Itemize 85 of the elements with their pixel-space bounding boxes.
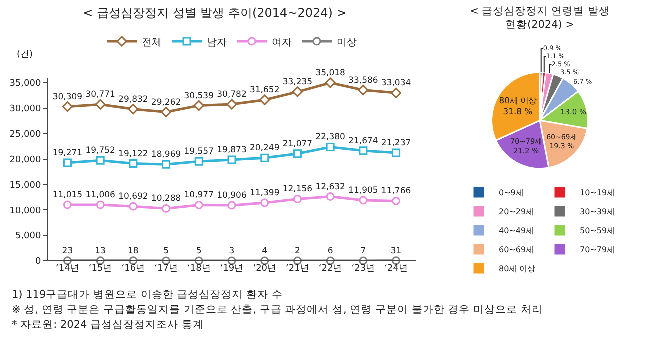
data-label: 21,674 (348, 136, 378, 146)
data-label: 33,235 (282, 78, 313, 88)
legend-label: 50~59세 (580, 226, 616, 236)
y-tick-label: 20,000 (10, 155, 42, 166)
data-label: 13 (95, 246, 106, 256)
legend-label: 전체 (142, 37, 162, 48)
y-tick-label: 10,000 (10, 206, 42, 216)
data-label: 21,237 (381, 138, 412, 149)
data-label: 22,380 (316, 132, 346, 143)
data-label: 11,905 (348, 186, 378, 196)
data-label: 2 (295, 246, 300, 256)
legend-label: 70~79세 (580, 246, 616, 255)
x-tick-label: ‘16년 (122, 264, 146, 274)
data-label: 21,077 (282, 139, 313, 150)
legend-label: 0~9세 (499, 188, 524, 198)
data-label: 19,752 (86, 146, 116, 156)
legend-label: 미상 (337, 37, 357, 48)
data-label: 23 (62, 246, 74, 256)
data-label: 29,832 (118, 94, 148, 105)
data-label: 7 (360, 246, 366, 256)
y-tick-label: 5,000 (15, 232, 42, 242)
x-tick-label: ‘17년 (154, 264, 178, 274)
data-label: 35,018 (316, 68, 346, 78)
data-label: 5 (196, 246, 202, 256)
data-label: 33,586 (348, 76, 378, 86)
data-label: 4 (262, 246, 268, 256)
text: ※ 성, 연령 구분은 구급활동일지를 기준으로 산출, 구급 과정에서 성, 연령 구분이 불가한 경우 미상으로 처리 (12, 303, 544, 318)
x-tick-label: ‘14년 (56, 264, 80, 274)
x-tick-label: ‘15년 (88, 264, 112, 274)
data-label: 18,969 (151, 150, 182, 160)
y-tick-label: 25,000 (10, 130, 42, 140)
data-label: 30,309 (52, 92, 83, 102)
data-label: 10,977 (184, 190, 214, 201)
y-tick-label: 30,000 (10, 104, 42, 115)
data-label: 19,873 (217, 145, 247, 156)
data-label: 12,156 (282, 184, 313, 195)
legend-label: 40~49세 (499, 226, 534, 236)
x-tick-label: ‘18년 (187, 264, 211, 274)
data-label: 5 (164, 246, 169, 256)
legend-label: 20~29세 (499, 208, 534, 217)
data-label: 19,271 (52, 148, 83, 159)
legend-label: 80세 이상 (499, 264, 536, 274)
data-label: 30,539 (184, 91, 214, 102)
x-tick-label: ‘22년 (318, 264, 342, 274)
legend-label: 60~69세 (499, 246, 534, 255)
x-tick-label: ‘21년 (286, 264, 310, 274)
data-label: 11,399 (250, 188, 280, 199)
data-label: 20,249 (250, 144, 280, 154)
data-label: 10,906 (217, 191, 247, 202)
x-tick-label: ‘19년 (220, 264, 244, 274)
data-label: 29,262 (151, 98, 182, 108)
data-label: 11,006 (86, 190, 116, 201)
legend-label: 여자 (272, 37, 292, 48)
x-tick-label: ‘23년 (352, 264, 376, 274)
x-tick-label: ‘20년 (253, 264, 277, 274)
y-tick-label: 35,000 (10, 79, 42, 90)
data-label: 30,771 (86, 90, 116, 100)
y-tick-label: 0 (35, 257, 42, 268)
text: 1) 119구급대가 병원으로 이송한 급성심장정지 환자 수 (12, 288, 284, 303)
data-label: 31 (390, 246, 402, 256)
data-label: 33,034 (381, 78, 412, 89)
data-label: 19,122 (118, 149, 148, 160)
data-label: 30,782 (217, 90, 247, 100)
data-label: 3 (229, 246, 235, 256)
data-label: 11,015 (52, 190, 83, 201)
data-label: 19,557 (184, 147, 214, 158)
data-label: 70~79세 21.2 % (510, 137, 542, 156)
chart-title: < 급성심장정지 연령별 발생 현황(2024) > (470, 5, 610, 31)
legend-label: 30~39세 (580, 208, 616, 217)
chart-title: < 급성심장정지 성별 발생 추이(2014~2024) > (83, 6, 347, 20)
data-label: 31,652 (250, 86, 280, 96)
data-label: 12,632 (316, 182, 346, 192)
data-label: 6 (328, 246, 334, 256)
legend-label: 10~19세 (580, 188, 616, 198)
data-label: 13.0 % (560, 107, 587, 116)
data-label: 10,692 (118, 192, 148, 202)
data-label: 11,766 (381, 186, 412, 197)
y-tick-label: 15,000 (10, 180, 42, 191)
text: * 자료원: 2024 급성심장정지조사 통계 (12, 318, 205, 333)
x-tick-label: ‘24년 (384, 264, 408, 274)
data-label: 80세 이상 31.8 % (499, 96, 537, 117)
y-axis-title: (건) (17, 50, 34, 60)
legend-label: 남자 (207, 37, 227, 48)
data-label: 10,288 (151, 194, 182, 204)
data-label: 18 (128, 246, 139, 256)
